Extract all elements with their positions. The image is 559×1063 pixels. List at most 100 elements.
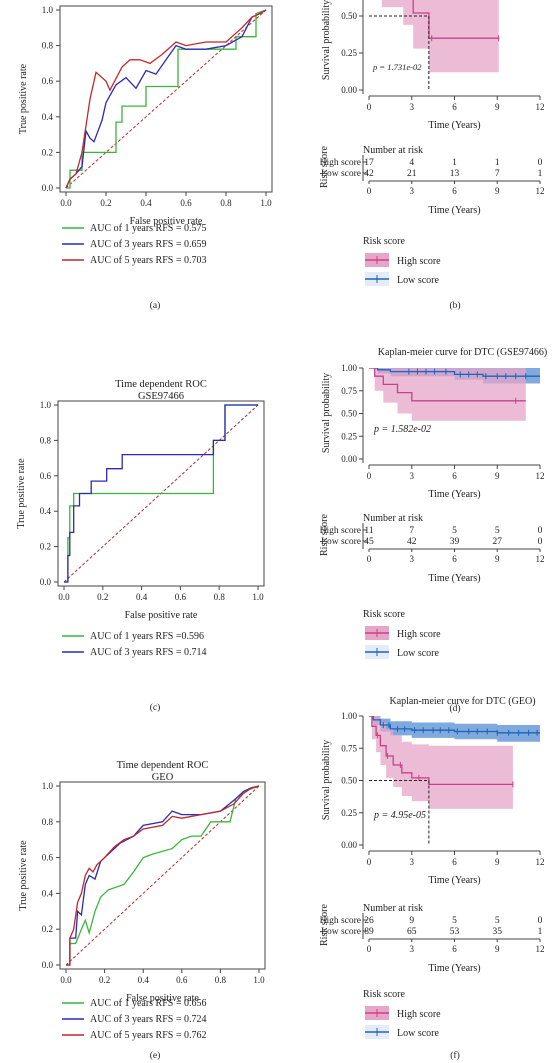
risk-count: 5 — [495, 526, 500, 536]
legend-entry-low: Low score — [397, 275, 439, 286]
x-tick-label: 3 — [410, 471, 415, 481]
legend-entry: AUC of 3 years RFS = 0.659 — [90, 239, 206, 250]
x-tick-label: 1.0 — [253, 975, 265, 985]
risk-count: 26 — [364, 916, 374, 926]
x-tick-label: 9 — [495, 857, 500, 867]
panel-label: (c) — [150, 702, 161, 713]
legend-entry: AUC of 5 years RFS = 0.762 — [90, 1030, 206, 1041]
risk-table-row-label: Low score — [321, 927, 361, 937]
plot-frame — [59, 781, 266, 970]
x-tick-label: 0.4 — [138, 975, 150, 985]
risk-x-tick-label: 9 — [495, 186, 500, 196]
x-tick-label: 0.8 — [215, 975, 227, 985]
y-tick-label: 0.2 — [40, 542, 51, 552]
risk-x-tick-label: 6 — [452, 944, 457, 954]
roc-curve-2 — [65, 9, 267, 189]
risk-count: 7 — [495, 169, 500, 179]
risk-count: 4 — [409, 158, 414, 168]
x-tick-label: 0.6 — [180, 198, 192, 208]
y-tick-label: 0.4 — [42, 112, 54, 122]
plot-frame — [59, 5, 273, 193]
risk-count: 0 — [538, 537, 543, 547]
risk-x-tick-label: 0 — [367, 944, 372, 954]
risk-count: 42 — [407, 537, 417, 547]
x-tick-label: 9 — [495, 471, 500, 481]
x-tick-label: 0.8 — [214, 592, 226, 602]
risk-table-row-label: Low score — [321, 169, 361, 179]
risk-table-side-label: Risk score — [319, 903, 330, 946]
y-tick-label: 0.4 — [40, 506, 52, 516]
legend-entry: AUC of 1 years RFS = 0.575 — [90, 223, 206, 234]
y-axis-label: Survival probability — [321, 0, 332, 80]
x-axis-label: Time (Years) — [428, 120, 480, 131]
x-tick-label: 12 — [536, 102, 545, 112]
risk-count: 27 — [493, 537, 503, 547]
legend-entry: AUC of 1 years RFS =0.596 — [90, 631, 204, 642]
chart-title: Kaplan-meier curve for DTC (GEO) — [389, 696, 535, 707]
x-axis-label: Time (Years) — [428, 489, 480, 500]
y-axis-label: Survival probability — [321, 740, 332, 820]
risk-count: 1 — [452, 158, 457, 168]
chart-subtitle: GEO — [152, 772, 174, 783]
y-tick-label: 0.50 — [341, 11, 357, 21]
low-score-curve — [369, 716, 540, 734]
y-tick-label: 1.00 — [341, 711, 357, 721]
high-score-curve — [369, 716, 513, 786]
x-tick-label: 0.0 — [60, 975, 72, 985]
y-axis-label: True positive rate — [16, 458, 27, 529]
x-axis-label: False positive rate — [125, 610, 198, 621]
risk-table-side-label: Risk score — [319, 145, 330, 188]
risk-table-row-label: Low score — [321, 537, 361, 547]
y-tick-label: 1.0 — [42, 5, 54, 15]
chart-title: Kaplan-meier curve for DTC (GSE97466) — [378, 347, 547, 358]
panel-label: (a) — [150, 300, 161, 311]
risk-x-axis-label: Time (Years) — [428, 963, 480, 974]
risk-count: 42 — [364, 169, 374, 179]
risk-count: 39 — [450, 537, 460, 547]
x-tick-label: 0.0 — [58, 592, 70, 602]
x-tick-label: 0.4 — [136, 592, 148, 602]
y-tick-label: 0.8 — [42, 817, 54, 827]
risk-count: 53 — [450, 927, 460, 937]
x-axis-label: Time (Years) — [428, 875, 480, 886]
x-tick-label: 1.0 — [252, 592, 264, 602]
roc-curve-3 — [65, 9, 267, 189]
y-axis-label: True positive rate — [18, 63, 29, 134]
risk-count: 1 — [495, 158, 500, 168]
y-tick-label: 0.4 — [42, 888, 54, 898]
y-tick-label: 1.0 — [40, 400, 52, 410]
high-score-ci-band — [369, 716, 513, 809]
x-tick-label: 6 — [452, 857, 457, 867]
risk-count: 0 — [538, 916, 543, 926]
y-tick-label: 1.00 — [341, 363, 357, 373]
legend-title: Risk score — [363, 989, 406, 1000]
x-tick-label: 12 — [536, 471, 545, 481]
risk-count: 9 — [409, 916, 414, 926]
x-tick-label: 6 — [452, 102, 457, 112]
y-tick-label: 0.00 — [341, 85, 357, 95]
km-plot-area — [369, 368, 540, 421]
risk-x-tick-label: 12 — [536, 554, 545, 564]
risk-count: 45 — [364, 537, 374, 547]
km-plot-area — [369, 0, 500, 90]
y-tick-label: 0.0 — [42, 960, 54, 970]
y-tick-label: 0.2 — [42, 147, 53, 157]
y-tick-label: 0.50 — [341, 776, 357, 786]
roc-curve-1 — [66, 9, 267, 189]
x-axis-label: False positive rate — [130, 216, 203, 227]
x-tick-label: 0.2 — [99, 975, 110, 985]
legend-entry-low: Low score — [397, 1028, 439, 1039]
p-value-annotation: p = 4.95e-05 — [373, 810, 426, 821]
diagonal-reference-line — [65, 785, 260, 966]
risk-x-tick-label: 12 — [536, 944, 545, 954]
risk-x-tick-label: 3 — [410, 186, 415, 196]
chart-title: Time dependent ROC — [115, 379, 207, 390]
risk-x-axis-label: Time (Years) — [428, 573, 480, 584]
risk-count: 89 — [364, 927, 374, 937]
legend-entry-high: High score — [397, 629, 441, 640]
risk-count: 1 — [538, 169, 543, 179]
y-tick-label: 0.75 — [341, 743, 357, 753]
